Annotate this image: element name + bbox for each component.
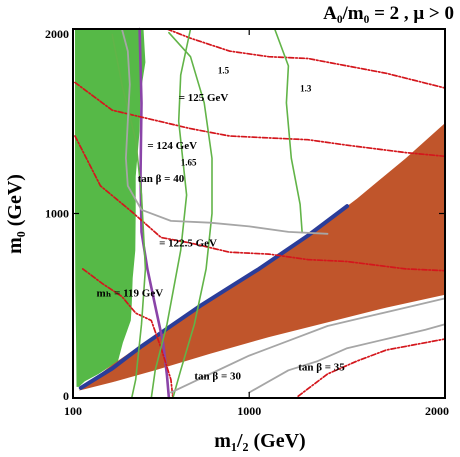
x-tick-label: 100 — [64, 404, 82, 418]
line-mh-lower-right — [297, 338, 446, 398]
x-tick-label: 1000 — [237, 404, 261, 418]
annotation-label: 1.3 — [300, 84, 312, 94]
annotations-layer: = 125 GeV = 124 GeV 1.65 tan β = 40 = 122.5 … — [97, 65, 346, 382]
lines-layer — [74, 27, 446, 400]
line-relic-density-strip — [78, 204, 350, 390]
annotation-label: tan β = 30 — [194, 371, 241, 383]
line-ratio-1-5 — [168, 31, 213, 399]
annotation-label: = 124 GeV — [147, 140, 197, 152]
annotation-label: 1.5 — [218, 65, 230, 75]
line-ratio-extra — [111, 33, 147, 399]
y-tick-label: 2000 — [45, 27, 69, 41]
y-axis-label: m₀ (GeV) — [4, 174, 26, 254]
line-ratio-1-65 — [150, 28, 192, 399]
x-axis: 100 1000 2000 — [64, 29, 449, 418]
line-mh-122-5 — [74, 135, 446, 272]
line-tanb-35 — [248, 323, 446, 394]
line-tanb-40 — [121, 28, 329, 235]
chart-title: A₀/m₀ = 2 , μ > 0 — [323, 3, 454, 24]
annotation-label: mₕ = 119 GeV — [97, 288, 164, 300]
x-axis-label: m₁/₂ (GeV) — [214, 430, 305, 452]
annotation-label: = 122.5 GeV — [159, 238, 217, 250]
annotation-label: tan β = 40 — [138, 173, 185, 185]
annotation-label: = 125 GeV — [179, 92, 229, 104]
x-tick-label: 2000 — [425, 404, 449, 418]
line-mh-125 — [166, 28, 446, 89]
annotation-label: 1.65 — [181, 158, 197, 168]
line-mh-119 — [81, 268, 174, 399]
line-mh-124 — [74, 81, 446, 158]
annotation-label: tan β = 35 — [298, 361, 345, 373]
y-axis: 0 1000 2000 — [45, 27, 445, 403]
y-tick-label: 1000 — [45, 207, 69, 221]
line-tanb-30 — [169, 297, 446, 394]
plot-area: = 125 GeV = 124 GeV 1.65 tan β = 40 = 122.5 … — [73, 27, 446, 400]
y-tick-label: 0 — [63, 389, 69, 403]
line-ratio-1-3 — [273, 28, 303, 233]
